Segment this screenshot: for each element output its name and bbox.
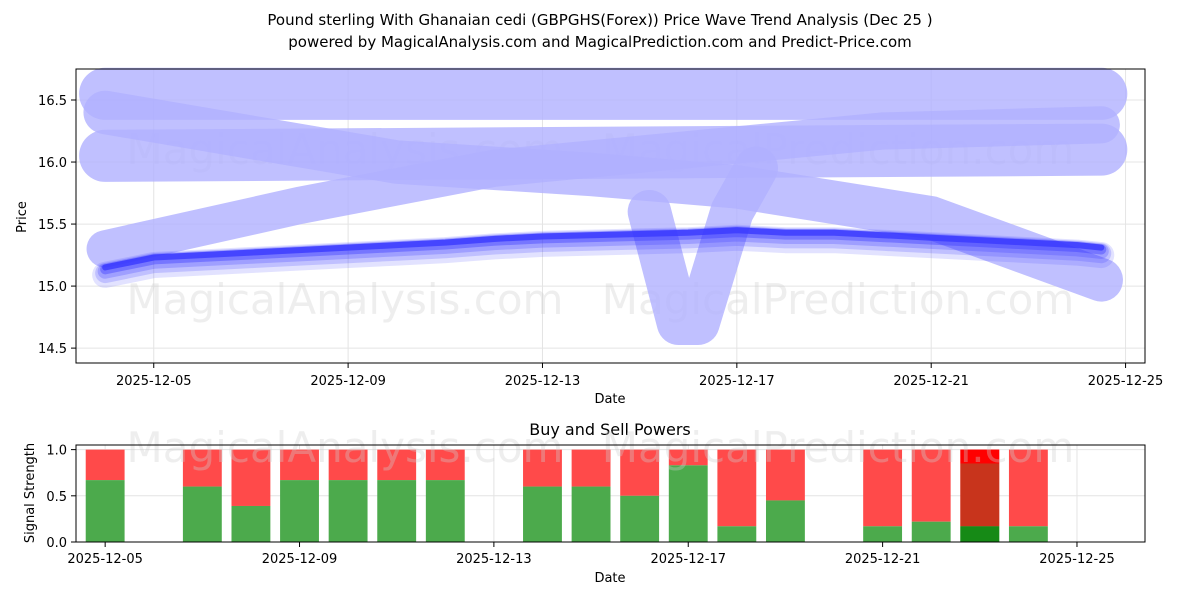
chart-title-line1: Pound sterling With Ghanaian cedi (GBPGH… (267, 11, 932, 29)
price-trend-line (92, 224, 1115, 288)
plot-frame (75, 444, 1146, 543)
bottom-x-axis-label: Date (594, 571, 625, 586)
buy-power-bar (765, 500, 805, 542)
x-tick-label: 2025-12-25 (1088, 374, 1164, 389)
price-trend-line (102, 227, 1105, 271)
buy-power-bar (425, 480, 465, 542)
watermark-text: MagicalAnalysis.com (127, 423, 564, 472)
signal-plot: 2025-12-05 2025-12-09 2025-12-13 2025-12-17… (46, 423, 1146, 567)
buy-power-bar (523, 486, 562, 542)
watermark-text: MagicalAnalysis.com (127, 275, 564, 324)
buy-power-bar (911, 521, 951, 542)
sell-power-bar (765, 449, 805, 501)
sell-power-bar (717, 449, 757, 527)
sell-power-bar (668, 449, 708, 466)
price-trend-line (97, 226, 1109, 279)
sell-power-bar (863, 449, 903, 527)
sell-power-bar (1008, 449, 1048, 527)
buy-power-bar (571, 486, 611, 542)
sell-power-bar (425, 449, 465, 481)
sell-power-bar (85, 449, 125, 481)
plot-frame (75, 68, 1146, 364)
highlight-sell-bar (960, 449, 1000, 464)
buy-power-bar (377, 480, 417, 542)
highlight-mixed-bar (960, 463, 1000, 527)
buy-power-bar (1008, 526, 1048, 542)
buy-power-bar (85, 480, 125, 542)
x-tick-label: 2025-12-17 (699, 374, 775, 389)
descending-band (83, 90, 1123, 302)
buy-power-bar (231, 505, 271, 542)
y-tick-label: 15.0 (38, 280, 67, 295)
buy-power-bar (620, 495, 660, 542)
bottom-y-axis-label: Signal Strength (23, 443, 38, 543)
y-tick-label: 16.5 (38, 94, 67, 109)
x-tick-label: 2025-12-05 (116, 374, 192, 389)
dip-band (627, 146, 778, 346)
x-tick-label: 2025-12-17 (650, 552, 726, 567)
x-tick-label: 2025-12-13 (456, 552, 532, 567)
top-x-axis-label: Date (594, 392, 625, 407)
sell-power-bar (911, 449, 951, 522)
x-tick-label: 2025-12-13 (505, 374, 581, 389)
x-tick-label: 2025-12-05 (67, 552, 143, 567)
y-tick-label: 14.5 (38, 342, 67, 357)
sell-power-bar (328, 449, 368, 481)
sell-power-bar (377, 449, 417, 481)
sell-power-bar (231, 449, 271, 506)
y-tick-label: 0.0 (46, 536, 67, 551)
highlight-buy-bar (960, 526, 1000, 542)
sell-power-bar (523, 449, 562, 487)
bottom-chart-title: Buy and Sell Powers (529, 420, 691, 439)
x-tick-label: 2025-12-21 (893, 374, 969, 389)
y-tick-label: 1.0 (46, 444, 67, 459)
buy-power-bar (280, 480, 319, 542)
sell-power-bar (182, 449, 222, 487)
sell-power-bar (620, 449, 660, 496)
watermark-text: MagicalPrediction.com (602, 423, 1075, 472)
buy-power-bar (328, 480, 368, 542)
top-y-axis-label: Price (15, 201, 30, 233)
y-tick-label: 15.5 (38, 218, 67, 233)
x-tick-label: 2025-12-21 (845, 552, 921, 567)
buy-power-bar (717, 526, 757, 542)
x-tick-label: 2025-12-09 (310, 374, 386, 389)
chart-title-line2: powered by MagicalAnalysis.com and Magic… (288, 33, 912, 51)
ascending-band (86, 106, 1120, 268)
x-tick-label: 2025-12-25 (1039, 552, 1115, 567)
sell-power-bar (571, 449, 611, 487)
x-tick-label: 2025-12-09 (262, 552, 338, 567)
y-tick-label: 0.5 (46, 490, 67, 505)
buy-power-bar (668, 465, 708, 542)
price-plot: 2025-12-05 2025-12-09 2025-12-13 2025-12-17… (38, 67, 1164, 389)
buy-power-bar (182, 486, 222, 542)
buy-power-bar (863, 526, 903, 542)
y-tick-label: 16.0 (38, 156, 67, 171)
price-trend-line (95, 225, 1112, 284)
sell-power-bar (280, 449, 319, 481)
